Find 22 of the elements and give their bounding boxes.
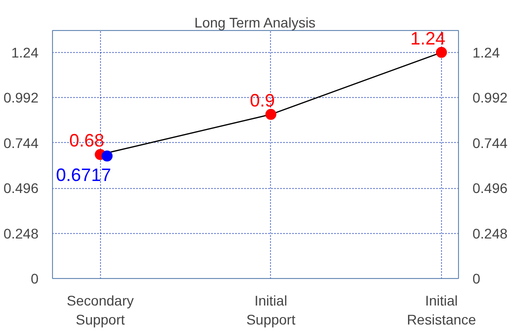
y2-tick-label: 0.496 <box>472 180 508 196</box>
point <box>265 108 276 120</box>
data-label: 0.6717 <box>56 165 112 186</box>
y-tick-label: 0 <box>30 270 39 286</box>
y-tick-label: 0.496 <box>3 180 39 196</box>
y2-tick-label: 0.744 <box>472 134 508 151</box>
y-tick-label: 0.744 <box>3 134 39 151</box>
x-tick-label: Secondary Support <box>66 292 134 328</box>
chart-title: Long Term Analysis <box>194 14 316 30</box>
y2-tick-label: 0.248 <box>472 225 508 242</box>
y2-tick-label: 0.992 <box>472 90 508 106</box>
x-tick-label: Initial Resistance <box>406 292 476 328</box>
y2-tick-label: 0 <box>472 270 480 286</box>
data-label: 0.68 <box>69 130 104 150</box>
point <box>436 46 447 58</box>
y2-tick-label: 1.24 <box>472 44 500 60</box>
y-tick-label: 0.248 <box>3 225 39 242</box>
y-tick-label: 1.24 <box>11 44 39 60</box>
data-label: 1.24 <box>410 28 446 48</box>
y-tick-label: 0.992 <box>3 90 39 106</box>
x-tick-label: Initial Support <box>246 292 296 328</box>
data-label: 0.9 <box>250 90 275 110</box>
